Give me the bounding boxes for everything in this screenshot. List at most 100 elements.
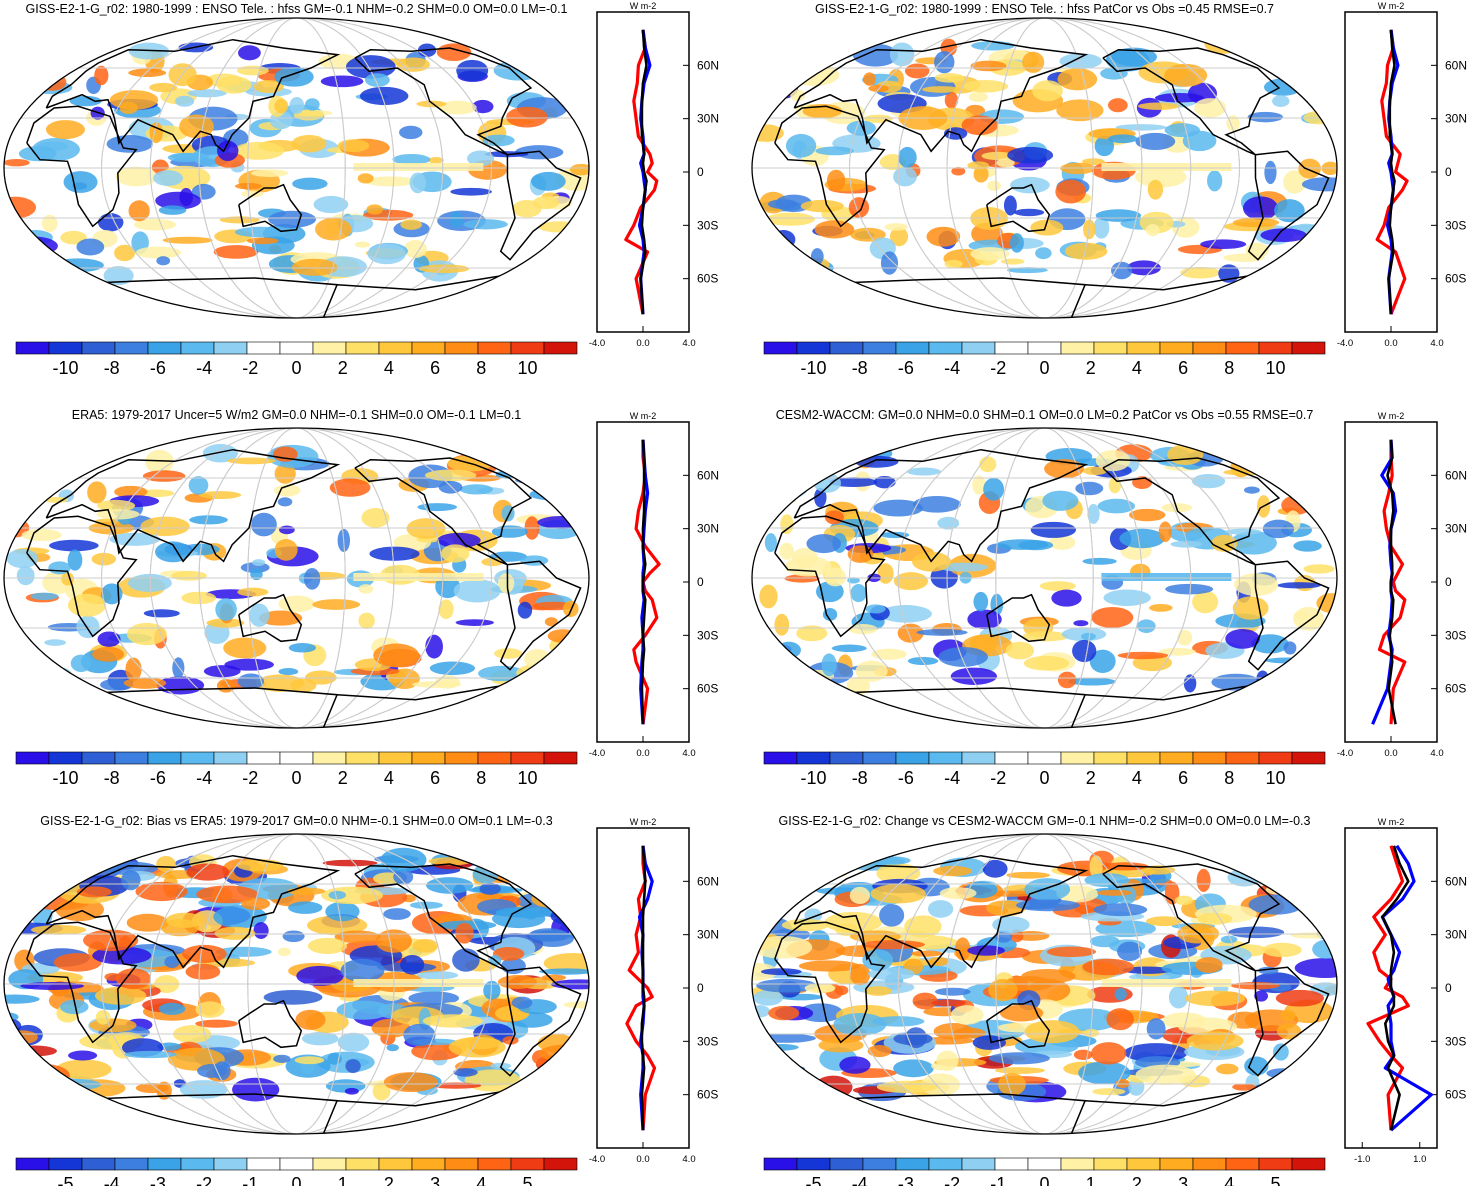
- zonal-x-tick: -4.0: [1337, 748, 1353, 759]
- colorbar-tick: 4: [1224, 1174, 1234, 1186]
- coastline: [499, 560, 582, 671]
- map-outline: [3, 17, 590, 319]
- colorbar-swatch: [862, 341, 897, 355]
- colorbar-swatch: [180, 341, 215, 355]
- coastline: [793, 854, 1089, 969]
- map-outline: [751, 427, 1338, 729]
- zonal-unit: W m-2: [630, 411, 657, 421]
- colorbar-swatch: [862, 1157, 897, 1171]
- colorbar-swatch: [81, 341, 116, 355]
- colorbar-tick: -2: [242, 768, 258, 788]
- colorbar-tick: -3: [150, 1174, 166, 1186]
- zonal-unit: W m-2: [1378, 817, 1405, 827]
- lat-tick: 30N: [697, 112, 719, 126]
- zonal-x-tick: 0.0: [636, 338, 649, 349]
- colorbar-swatch: [1258, 341, 1293, 355]
- panel-title: ERA5: 1979-2017 Uncer=5 W/m2 GM=0.0 NHM=…: [72, 408, 522, 422]
- colorbar-tick: 6: [430, 358, 440, 378]
- colorbar-tick: -2: [242, 358, 258, 378]
- colorbar-swatch: [1192, 751, 1227, 765]
- colorbar-tick: -2: [990, 358, 1006, 378]
- coastline: [238, 593, 303, 643]
- colorbar-swatch: [1027, 751, 1062, 765]
- colorbar-tick: 6: [430, 768, 440, 788]
- coastline: [26, 921, 138, 1044]
- colorbar-swatch: [510, 751, 545, 765]
- colorbar-swatch: [928, 751, 963, 765]
- colorbar-swatch: [543, 751, 578, 765]
- lat-tick: 30S: [697, 628, 718, 642]
- colorbar-swatch: [15, 341, 50, 355]
- colorbar-swatch: [48, 1157, 83, 1171]
- colorbar-swatch: [763, 341, 798, 355]
- lat-tick: 60N: [697, 468, 719, 482]
- colorbar-swatch: [81, 751, 116, 765]
- coastline: [238, 183, 303, 233]
- zonal-mean: W m-2 60N 30N 0 30S 60S -4.0 0.0 4.0: [589, 411, 719, 759]
- zonal-x-tick: 0.0: [1384, 338, 1397, 349]
- colorbar-swatch: [246, 751, 281, 765]
- lat-tick: 60S: [1445, 272, 1466, 286]
- colorbar-swatch: [1291, 1157, 1326, 1171]
- colorbar-tick: -5: [57, 1174, 73, 1186]
- colorbar-swatch: [994, 1157, 1029, 1171]
- colorbar-swatch: [895, 1157, 930, 1171]
- colorbar-swatch: [1093, 1157, 1128, 1171]
- colorbar-swatch: [1126, 751, 1161, 765]
- colorbar-swatch: [928, 341, 963, 355]
- colorbar-swatch: [15, 1157, 50, 1171]
- lat-tick: 60S: [1445, 682, 1466, 696]
- lat-tick: 60S: [697, 1088, 718, 1102]
- panel-4: CESM2-WACCM: GM=0.0 NHM=0.0 SHM=0.1 OM=0…: [751, 408, 1467, 788]
- coastline: [1247, 966, 1330, 1077]
- colorbar-swatch: [994, 751, 1029, 765]
- colorbar-swatch: [48, 341, 83, 355]
- colorbar-swatch: [378, 751, 413, 765]
- colorbar-tick: -4: [104, 1174, 120, 1186]
- zonal-mean: W m-2 60N 30N 0 30S 60S -4.0 0.0 4.0: [589, 1, 719, 349]
- colorbar-swatch: [477, 751, 512, 765]
- lat-tick: 30N: [1445, 522, 1467, 536]
- colorbar-swatch: [1060, 751, 1095, 765]
- colorbar-swatch: [180, 751, 215, 765]
- coastline: [1102, 457, 1281, 566]
- map: [752, 428, 1337, 728]
- coastline: [26, 515, 138, 638]
- coastline: [354, 47, 533, 156]
- colorbar-tick: -4: [852, 1174, 868, 1186]
- zonal-line-black: [640, 439, 647, 725]
- zonal-line-red: [1375, 29, 1409, 315]
- zonal-line-black: [640, 845, 647, 1131]
- colorbar-tick: 6: [1178, 768, 1188, 788]
- panel-title: GISS-E2-1-G_r02: Change vs CESM2-WACCM G…: [778, 814, 1310, 828]
- zonal-mean: W m-2 60N 30N 0 30S 60S -4.0 0.0 4.0: [1337, 411, 1467, 759]
- coastline: [793, 38, 1089, 153]
- colorbar-swatch: [444, 751, 479, 765]
- colorbar-tick: -8: [104, 358, 120, 378]
- coastline: [839, 273, 1256, 318]
- colorbar-swatch: [114, 341, 149, 355]
- colorbar-tick: -5: [805, 1174, 821, 1186]
- coastline: [774, 515, 886, 638]
- colorbar-swatch: [114, 751, 149, 765]
- lat-tick: 30S: [1445, 218, 1466, 232]
- zonal-x-tick: 4.0: [682, 748, 695, 759]
- coastline: [774, 105, 886, 228]
- coastline: [354, 457, 533, 566]
- coastline: [986, 183, 1051, 233]
- coastline: [1247, 150, 1330, 261]
- coastline: [91, 273, 508, 318]
- coastline: [1102, 47, 1281, 156]
- colorbar-tick: 8: [1224, 358, 1234, 378]
- colorbar-tick: 2: [1086, 358, 1096, 378]
- lat-tick: 30S: [1445, 628, 1466, 642]
- coastline: [45, 448, 341, 563]
- panel-6: GISS-E2-1-G_r02: Change vs CESM2-WACCM G…: [751, 814, 1467, 1186]
- colorbar-swatch: [829, 1157, 864, 1171]
- zonal-unit: W m-2: [1378, 1, 1405, 11]
- colorbar-swatch: [279, 341, 314, 355]
- coastline: [26, 105, 138, 228]
- colorbar-swatch: [543, 1157, 578, 1171]
- colorbar-swatch: [1192, 341, 1227, 355]
